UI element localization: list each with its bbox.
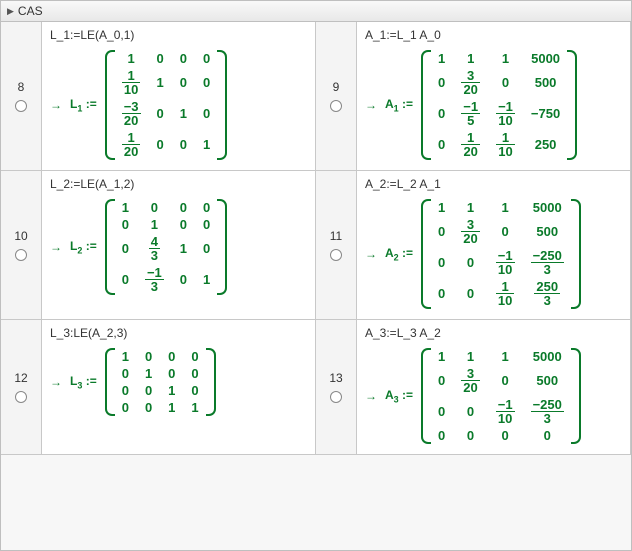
cell-body: A_2:=L_2 A_1→A2 :=11150000320050000−110−…	[357, 171, 630, 319]
panel-title: CAS	[18, 4, 43, 18]
output-arrow-icon: →	[365, 98, 377, 112]
row-selector-radio[interactable]	[15, 249, 27, 261]
output-expression: →L1 :=1000110100−320010120001	[50, 50, 307, 160]
input-expression[interactable]: L_3:LE(A_2,3)	[50, 326, 307, 340]
row-selector-radio[interactable]	[330, 391, 342, 403]
output-arrow-icon: →	[50, 240, 62, 254]
panel-header[interactable]: ▶ CAS	[1, 1, 631, 22]
row-number: 13	[329, 371, 342, 385]
row-number: 9	[333, 80, 340, 94]
row-number-column: 13	[316, 320, 357, 454]
output-lhs: A2 :=	[385, 246, 413, 262]
output-lhs: A1 :=	[385, 97, 413, 113]
cell-body: L_3:LE(A_2,3)→L3 :=1000010000100011	[42, 320, 315, 454]
input-expression[interactable]: A_3:=L_3 A_2	[365, 326, 622, 340]
cell-body: L_1:=LE(A_0,1)→L1 :=1000110100−320010120…	[42, 22, 315, 170]
cas-cell[interactable]: 13A_3:=L_3 A_2→A3 :=11150000320050000−11…	[316, 320, 631, 455]
output-arrow-icon: →	[365, 389, 377, 403]
row-number-column: 11	[316, 171, 357, 319]
row-number-column: 12	[1, 320, 42, 454]
cell-body: A_1:=L_1 A_0→A1 :=1115000032005000−15−11…	[357, 22, 630, 170]
cas-cell[interactable]: 11A_2:=L_2 A_1→A2 :=11150000320050000−11…	[316, 171, 631, 320]
cell-body: A_3:=L_3 A_2→A3 :=11150000320050000−110−…	[357, 320, 630, 454]
row-number-column: 10	[1, 171, 42, 319]
cas-panel: ▶ CAS 8L_1:=LE(A_0,1)→L1 :=1000110100−32…	[0, 0, 632, 551]
cell-body: L_2:=LE(A_1,2)→L2 :=10000100043100−1301	[42, 171, 315, 319]
row-selector-radio[interactable]	[15, 100, 27, 112]
output-arrow-icon: →	[50, 98, 62, 112]
output-lhs: L2 :=	[70, 239, 97, 255]
output-expression: →A1 :=1115000032005000−15−110−7500120110…	[365, 50, 622, 160]
cas-cell[interactable]: 12L_3:LE(A_2,3)→L3 :=1000010000100011	[1, 320, 316, 455]
output-arrow-icon: →	[50, 375, 62, 389]
cas-cell[interactable]: 9A_1:=L_1 A_0→A1 :=1115000032005000−15−1…	[316, 22, 631, 171]
row-selector-radio[interactable]	[330, 249, 342, 261]
input-expression[interactable]: L_1:=LE(A_0,1)	[50, 28, 307, 42]
input-expression[interactable]: A_2:=L_2 A_1	[365, 177, 622, 191]
output-expression: →A2 :=11150000320050000−110−250300110250…	[365, 199, 622, 309]
output-expression: →L3 :=1000010000100011	[50, 348, 307, 416]
row-selector-radio[interactable]	[330, 100, 342, 112]
row-number-column: 8	[1, 22, 42, 170]
row-number: 12	[14, 371, 27, 385]
output-expression: →L2 :=10000100043100−1301	[50, 199, 307, 295]
row-number-column: 9	[316, 22, 357, 170]
row-selector-radio[interactable]	[15, 391, 27, 403]
cas-cell[interactable]: 8L_1:=LE(A_0,1)→L1 :=1000110100−32001012…	[1, 22, 316, 171]
row-number: 11	[330, 229, 342, 243]
collapse-icon[interactable]: ▶	[7, 6, 14, 17]
row-number: 8	[18, 80, 25, 94]
output-expression: →A3 :=11150000320050000−110−25030000	[365, 348, 622, 444]
output-lhs: L3 :=	[70, 374, 97, 390]
output-arrow-icon: →	[365, 247, 377, 261]
input-expression[interactable]: A_1:=L_1 A_0	[365, 28, 622, 42]
cas-cell[interactable]: 10L_2:=LE(A_1,2)→L2 :=10000100043100−130…	[1, 171, 316, 320]
input-expression[interactable]: L_2:=LE(A_1,2)	[50, 177, 307, 191]
output-lhs: L1 :=	[70, 97, 97, 113]
cas-grid: 8L_1:=LE(A_0,1)→L1 :=1000110100−32001012…	[1, 22, 631, 455]
row-number: 10	[14, 229, 27, 243]
output-lhs: A3 :=	[385, 388, 413, 404]
